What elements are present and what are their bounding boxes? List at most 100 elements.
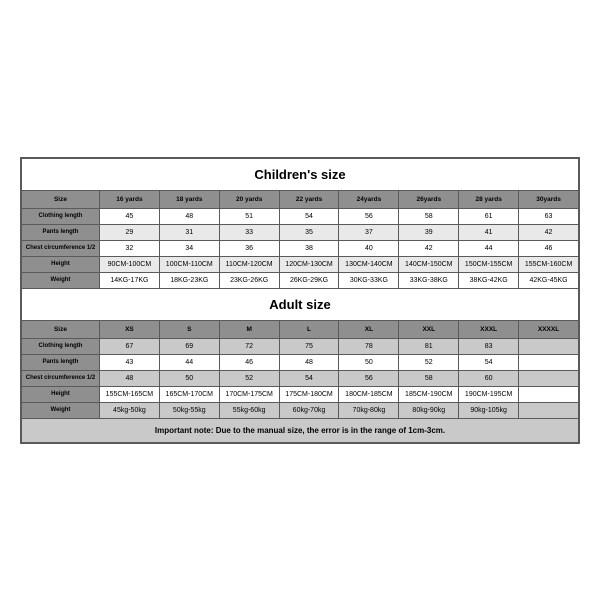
header-cell: 18 yards [159, 190, 219, 208]
cell: 155CM-165CM [99, 386, 159, 402]
cell: 58 [399, 370, 459, 386]
cell: 55kg-60kg [219, 402, 279, 418]
size-table: Children's size Size 16 yards 18 yards 2… [21, 158, 579, 443]
row-label: Chest circumference 1/2 [22, 240, 100, 256]
cell: 185CM-190CM [399, 386, 459, 402]
cell: 26KG-29KG [279, 272, 339, 288]
cell: 175CM-180CM [279, 386, 339, 402]
header-cell: XXL [399, 320, 459, 338]
cell: 56 [339, 370, 399, 386]
cell: 44 [159, 354, 219, 370]
cell: 44 [459, 240, 519, 256]
adult-title: Adult size [22, 288, 579, 320]
table-row: Clothing length 45 48 51 54 56 58 61 63 [22, 208, 579, 224]
cell: 180CM-185CM [339, 386, 399, 402]
adult-title-row: Adult size [22, 288, 579, 320]
row-label: Pants length [22, 354, 100, 370]
children-title: Children's size [22, 158, 579, 190]
cell: 90kg-105kg [459, 402, 519, 418]
adult-header-row: Size XS S M L XL XXL XXXL XXXXL [22, 320, 579, 338]
cell: 35 [279, 224, 339, 240]
cell: 52 [399, 354, 459, 370]
cell: 33 [219, 224, 279, 240]
cell: 81 [399, 338, 459, 354]
table-row: Weight 45kg-50kg 50kg-55kg 55kg-60kg 60k… [22, 402, 579, 418]
cell: 50 [159, 370, 219, 386]
cell: 33KG-38KG [399, 272, 459, 288]
cell [519, 338, 579, 354]
cell: 23KG-26KG [219, 272, 279, 288]
cell: 60 [459, 370, 519, 386]
cell [519, 370, 579, 386]
cell: 54 [279, 370, 339, 386]
header-cell: XS [99, 320, 159, 338]
row-label: Chest circumference 1/2 [22, 370, 100, 386]
header-cell: M [219, 320, 279, 338]
cell: 45kg-50kg [99, 402, 159, 418]
cell: 54 [459, 354, 519, 370]
cell: 48 [279, 354, 339, 370]
cell: 14KG-17KG [99, 272, 159, 288]
cell: 120CM-130CM [279, 256, 339, 272]
cell: 63 [519, 208, 579, 224]
header-cell: XXXXL [519, 320, 579, 338]
header-cell: 30yards [519, 190, 579, 208]
row-label: Weight [22, 402, 100, 418]
cell: 48 [159, 208, 219, 224]
header-cell: 16 yards [99, 190, 159, 208]
cell: 46 [519, 240, 579, 256]
cell: 140CM-150CM [399, 256, 459, 272]
cell: 40 [339, 240, 399, 256]
cell: 42 [519, 224, 579, 240]
header-cell: Size [22, 320, 100, 338]
cell: 42 [399, 240, 459, 256]
cell: 38KG-42KG [459, 272, 519, 288]
note-text: Important note: Due to the manual size, … [22, 418, 579, 442]
header-cell: 24yards [339, 190, 399, 208]
cell [519, 402, 579, 418]
cell: 170CM-175CM [219, 386, 279, 402]
cell: 50 [339, 354, 399, 370]
row-label: Height [22, 386, 100, 402]
row-label: Weight [22, 272, 100, 288]
cell: 48 [99, 370, 159, 386]
cell: 36 [219, 240, 279, 256]
cell: 18KG-23KG [159, 272, 219, 288]
cell: 43 [99, 354, 159, 370]
header-cell: XXXL [459, 320, 519, 338]
row-label: Clothing length [22, 208, 100, 224]
cell: 90CM-100CM [99, 256, 159, 272]
cell: 83 [459, 338, 519, 354]
cell: 34 [159, 240, 219, 256]
header-cell: 22 yards [279, 190, 339, 208]
table-row: Pants length 29 31 33 35 37 39 41 42 [22, 224, 579, 240]
cell: 56 [339, 208, 399, 224]
table-row: Pants length 43 44 46 48 50 52 54 [22, 354, 579, 370]
cell: 67 [99, 338, 159, 354]
cell [519, 354, 579, 370]
cell: 61 [459, 208, 519, 224]
cell: 52 [219, 370, 279, 386]
header-cell: S [159, 320, 219, 338]
cell: 42KG-45KG [519, 272, 579, 288]
children-header-row: Size 16 yards 18 yards 20 yards 22 yards… [22, 190, 579, 208]
table-row: Chest circumference 1/2 32 34 36 38 40 4… [22, 240, 579, 256]
row-label: Clothing length [22, 338, 100, 354]
cell: 110CM-120CM [219, 256, 279, 272]
cell: 31 [159, 224, 219, 240]
size-chart: Children's size Size 16 yards 18 yards 2… [20, 157, 580, 444]
cell: 80kg-90kg [399, 402, 459, 418]
cell: 70kg-80kg [339, 402, 399, 418]
table-row: Clothing length 67 69 72 75 78 81 83 [22, 338, 579, 354]
cell: 150CM-155CM [459, 256, 519, 272]
table-row: Height 90CM-100CM 100CM-110CM 110CM-120C… [22, 256, 579, 272]
cell: 130CM-140CM [339, 256, 399, 272]
row-label: Height [22, 256, 100, 272]
header-cell: Size [22, 190, 100, 208]
table-row: Height 155CM-165CM 165CM-170CM 170CM-175… [22, 386, 579, 402]
cell: 100CM-110CM [159, 256, 219, 272]
cell: 37 [339, 224, 399, 240]
cell: 190CM-195CM [459, 386, 519, 402]
cell: 41 [459, 224, 519, 240]
note-row: Important note: Due to the manual size, … [22, 418, 579, 442]
